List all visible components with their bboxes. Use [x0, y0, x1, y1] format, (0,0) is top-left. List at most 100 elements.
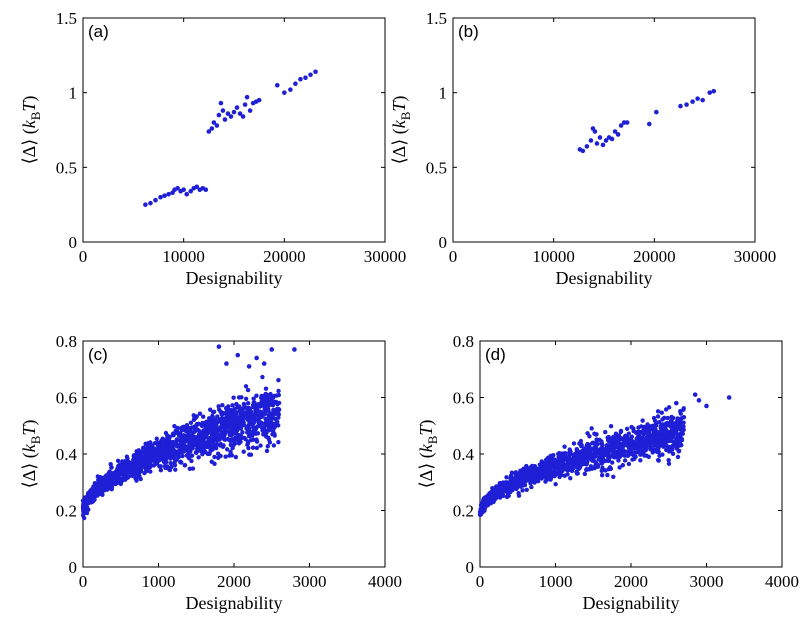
data-point	[619, 437, 625, 442]
data-point	[258, 443, 263, 448]
y-tick-label: 0.8	[56, 332, 77, 351]
data-point	[235, 352, 241, 358]
data-point	[259, 414, 265, 419]
data-point	[677, 441, 683, 447]
data-point	[190, 442, 196, 448]
data-point	[510, 477, 516, 483]
data-point	[242, 435, 247, 441]
data-point	[642, 453, 647, 458]
data-point	[553, 464, 558, 470]
data-point	[266, 408, 271, 413]
data-point	[298, 76, 303, 82]
data-point	[606, 466, 611, 472]
data-point	[632, 456, 637, 462]
data-point	[665, 415, 670, 421]
data-point	[184, 191, 189, 197]
data-point	[252, 414, 257, 419]
data-point	[206, 129, 212, 134]
data-point	[622, 453, 627, 458]
data-point	[572, 454, 578, 459]
data-point	[222, 437, 228, 442]
data-point	[202, 448, 207, 453]
data-point	[256, 419, 261, 425]
data-point	[550, 455, 555, 460]
data-point	[189, 458, 194, 464]
data-point	[156, 451, 161, 457]
data-point	[606, 455, 612, 461]
panel-tag: (b)	[458, 22, 479, 41]
data-point	[242, 102, 248, 107]
data-point	[93, 490, 99, 496]
data-point	[95, 474, 100, 479]
data-point	[580, 148, 586, 154]
data-point	[148, 469, 153, 474]
data-point	[194, 414, 199, 419]
data-point	[215, 438, 220, 443]
data-point	[228, 442, 234, 448]
data-point	[485, 502, 491, 508]
data-point	[109, 482, 114, 488]
data-point	[259, 396, 265, 401]
data-point	[119, 469, 125, 475]
data-point	[580, 452, 585, 457]
data-point	[711, 88, 717, 94]
data-point	[506, 480, 511, 485]
data-point	[248, 415, 253, 421]
data-point	[681, 406, 686, 411]
x-tick-label: 0	[79, 572, 88, 591]
data-point	[540, 465, 546, 470]
data-point	[162, 445, 168, 451]
x-axis-label: Designability	[186, 593, 283, 613]
data-point	[221, 419, 226, 425]
data-point	[170, 441, 175, 446]
data-point	[115, 458, 121, 464]
data-point	[616, 448, 622, 453]
y-tick-label: 0.5	[56, 158, 77, 177]
data-point	[599, 461, 605, 466]
data-point	[267, 402, 272, 408]
data-point	[246, 364, 252, 369]
data-point	[594, 437, 600, 443]
x-tick-label: 20000	[263, 247, 306, 266]
data-point	[675, 454, 681, 460]
data-point	[90, 497, 96, 503]
data-point	[681, 414, 687, 420]
data-point	[269, 398, 275, 403]
data-point	[679, 437, 685, 443]
data-point	[678, 103, 683, 109]
data-point	[657, 419, 662, 425]
data-point	[203, 187, 209, 193]
data-point	[175, 185, 180, 191]
data-point	[216, 344, 222, 349]
data-point	[186, 430, 191, 435]
data-point	[231, 395, 236, 400]
data-point	[637, 430, 642, 435]
data-point	[511, 481, 517, 487]
data-point	[494, 493, 499, 498]
data-point	[256, 97, 262, 103]
data-point	[638, 451, 644, 456]
data-point	[235, 427, 240, 433]
data-point	[234, 412, 239, 417]
data-point	[229, 427, 234, 432]
data-point	[141, 459, 147, 465]
data-point	[166, 438, 171, 443]
data-point	[146, 461, 152, 467]
data-point	[246, 445, 251, 451]
panel-tag: (c)	[88, 345, 108, 364]
data-point	[188, 420, 194, 425]
data-point	[241, 416, 246, 422]
data-point	[584, 144, 590, 149]
data-point	[260, 374, 265, 380]
x-tick-label: 20000	[633, 247, 676, 266]
data-point	[655, 433, 660, 439]
data-point	[575, 465, 581, 471]
data-point	[604, 443, 610, 448]
x-tick-label: 10000	[162, 247, 205, 266]
data-point	[622, 458, 628, 463]
y-tick-label: 0.6	[56, 389, 77, 408]
data-point	[230, 403, 235, 408]
data-point	[599, 439, 604, 444]
data-point	[196, 455, 201, 460]
data-point	[220, 402, 225, 408]
